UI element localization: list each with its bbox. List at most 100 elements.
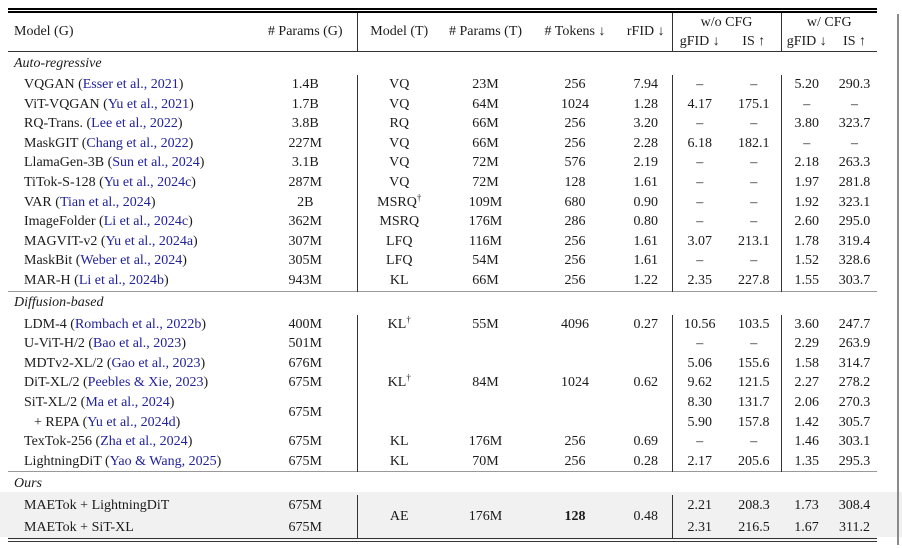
citation-link[interactable]: Zha et al., 2024 (100, 434, 188, 450)
citation-link[interactable]: Ma et al., 2024 (85, 394, 170, 410)
citation-link[interactable]: Lee et al., 2022 (91, 116, 178, 132)
cell-model: TiTok-S-128 (Yu et al., 2024c) (24, 175, 196, 191)
cell-value: 270.3 (838, 394, 871, 410)
cell-value: 1.55 (780, 270, 833, 292)
cell-value: 675M (288, 434, 322, 450)
cell-value: 281.8 (838, 175, 871, 191)
model-name: SiT-XL/2 (24, 394, 78, 410)
cell-value: – (750, 77, 758, 93)
section-label: Diffusion-based (8, 290, 878, 315)
table-row: MaskBit (Weber et al., 2024) 305M LFQ 54M 25… (8, 251, 877, 271)
citation-link[interactable]: Yu et al., 2021 (107, 96, 190, 112)
cell-model: + REPA (Yu et al., 2024d) (34, 414, 181, 430)
cell-value: 0.28 (633, 453, 659, 469)
cell-value: – (780, 94, 833, 115)
cell-value: KL (356, 432, 441, 452)
table-row: + REPA (Yu et al., 2024d) 5.90 157.8 1.42 30… (8, 412, 877, 433)
citation-link[interactable]: Weber et al., 2024 (80, 253, 183, 269)
citation-link[interactable]: Yu et al., 2024a (105, 233, 194, 249)
cell-model: VAR (Tian et al., 2024) (24, 194, 156, 210)
model-name: MDTv2-XL/2 (24, 355, 104, 371)
cell-value: 675M (288, 404, 322, 420)
cell-value: 680 (564, 194, 586, 210)
cell-value: 256 (564, 135, 586, 151)
citation-link[interactable]: Chang et al., 2022 (86, 135, 189, 151)
dagger-superscript: † (406, 313, 411, 324)
cell-value: 0.90 (633, 194, 659, 210)
cell-value: VQ (356, 75, 441, 95)
citation-link[interactable]: Li et al., 2024c (103, 214, 189, 230)
citation-link[interactable]: Gao et al., 2023 (111, 355, 201, 371)
cell-value: 256 (564, 77, 586, 93)
model-name: LDM-4 (24, 316, 67, 332)
citation-link[interactable]: Peebles & Xie, 2023 (87, 375, 204, 391)
cell-value: – (671, 172, 727, 193)
cell-value: 72M (472, 175, 499, 191)
cell-value: 3.8B (291, 116, 319, 132)
citation-link[interactable]: Li et al., 2024b (78, 272, 164, 288)
cell-value: LFQ (356, 251, 441, 271)
cell-value: VQ (356, 172, 441, 193)
cell-value: 256 (564, 272, 586, 288)
model-name: MAETok + SiT-XL (24, 519, 134, 535)
cell-value: 2.19 (633, 155, 659, 171)
col-header-gfid-w: gFID ↓ (780, 32, 833, 52)
cell-value: 1.67 (781, 516, 833, 541)
col-header-gfid-wo: gFID ↓ (671, 32, 727, 52)
cell-value: 2.29 (780, 334, 833, 354)
citation-link[interactable]: Yu et al., 2024c (103, 175, 192, 191)
cell-value: 2.31 (671, 516, 727, 541)
cell-value: 676M (288, 355, 322, 371)
cell-value: 1.42 (780, 412, 833, 433)
col-header-model-g: Model (G) (8, 10, 254, 52)
cell-value: 2.35 (671, 270, 727, 292)
model-name: LlamaGen-3B (24, 155, 105, 171)
citation-link[interactable]: Esser et al., 2021 (82, 77, 179, 93)
citation-link[interactable]: Bao et al., 2023 (93, 336, 182, 352)
cell-value: 5.90 (671, 412, 727, 433)
model-name: LightningDiT (24, 453, 102, 469)
cell-value: 1.7B (291, 96, 319, 112)
col-header-params-t: # Params (T) (441, 10, 530, 52)
model-name: MAR-H (24, 272, 71, 288)
cell-value: 256 (564, 453, 586, 469)
cell-value: 308.4 (832, 495, 878, 517)
cell-model: MAGVIT-v2 (Yu et al., 2024a) (24, 233, 198, 249)
cell-value (620, 413, 672, 433)
cell-value: 131.7 (738, 394, 770, 410)
cell-model: MAETok + SiT-XL (8, 516, 254, 541)
table-row: MAETok + SiT-XL 675M 2.31 216.5 1.67 311.2 (8, 516, 878, 541)
cell-value: 319.4 (838, 233, 871, 249)
cell-value: 227M (288, 135, 322, 151)
cell-value: KL† (356, 313, 441, 335)
cell-value: 205.6 (738, 453, 770, 469)
cell-value: 1.61 (633, 175, 659, 191)
table-row: RQ-Trans. (Lee et al., 2022) 3.8B RQ 66M 256… (8, 114, 877, 134)
cell-value: 66M (472, 116, 499, 132)
cell-value (441, 334, 530, 354)
citation-link[interactable]: Rombach et al., 2022b (74, 316, 202, 332)
citation-link[interactable]: Yao & Wang, 2025 (109, 453, 217, 469)
cell-value: 247.7 (838, 316, 871, 332)
citation-link[interactable]: Sun et al., 2024 (112, 155, 200, 171)
cell-value: 55M (472, 316, 499, 332)
citation-link[interactable]: Yu et al., 2024d (87, 414, 176, 430)
cell-value: 1024 (561, 96, 589, 112)
cell-value: 328.6 (838, 253, 871, 269)
citation-link[interactable]: Tian et al., 2024 (59, 194, 151, 210)
col-header-params-g: # Params (G) (254, 10, 357, 52)
cell-value: 1.78 (780, 231, 833, 252)
cell-value: – (780, 133, 833, 154)
cell-value: 121.5 (738, 375, 770, 391)
table-row: ImageFolder (Li et al., 2024c) 362M MSRQ 17… (8, 212, 877, 232)
section-label: Ours (8, 471, 878, 496)
table-row: ViT-VQGAN (Yu et al., 2021) 1.7B VQ 64M 1024… (8, 94, 877, 115)
model-name: ViT-VQGAN (24, 96, 100, 112)
cell-model: MaskBit (Weber et al., 2024) (24, 253, 187, 269)
model-name: U-ViT-H/2 (24, 336, 85, 352)
cell-model: MAR-H (Li et al., 2024b) (24, 272, 169, 288)
col-group-wo-cfg: w/o CFG (671, 10, 782, 32)
results-table-container: Model (G) # Params (G) Model (T) # Param… (8, 8, 878, 543)
cell-value: 501M (288, 336, 322, 352)
cell-value (441, 354, 530, 374)
